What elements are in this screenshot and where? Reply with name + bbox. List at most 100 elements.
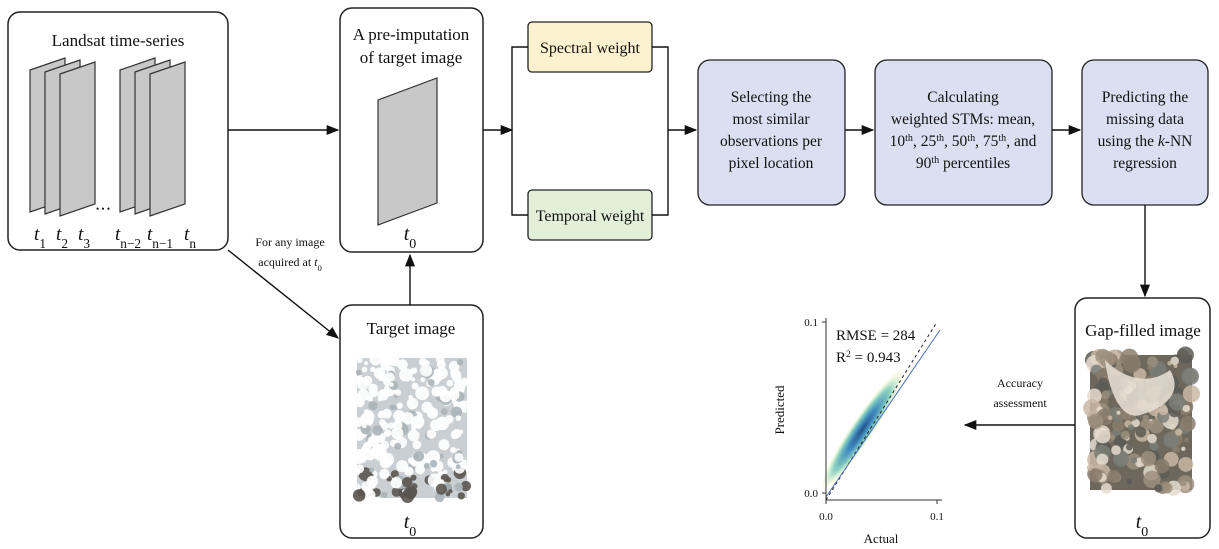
image-speck xyxy=(353,489,366,502)
image-speck xyxy=(396,403,402,409)
image-speck xyxy=(368,401,377,410)
step-text-part: Predicting the xyxy=(1102,89,1189,106)
image-speck xyxy=(1128,424,1134,430)
annotation-part: assessment xyxy=(993,396,1047,410)
image-speck xyxy=(409,369,413,373)
image-speck xyxy=(1141,451,1156,466)
plot-stat-part: R xyxy=(836,350,846,366)
image-speck xyxy=(402,477,412,487)
image-speck xyxy=(457,359,463,365)
image-speck xyxy=(389,382,394,387)
time-label-part: 1 xyxy=(39,236,46,251)
image-speck xyxy=(380,456,392,468)
step-text-part: Selecting the xyxy=(731,89,812,106)
image-speck xyxy=(404,486,417,499)
image-speck xyxy=(1097,454,1109,466)
image-speck xyxy=(441,408,448,415)
box-title-part: Target image xyxy=(367,319,456,338)
diagram: Landsat time-seriest1t2t3tn−2tn−1tn• • •… xyxy=(0,0,1219,549)
step-text-part: using the xyxy=(1098,133,1158,150)
x-tick-label: 0.0 xyxy=(819,511,833,523)
step-text-part: -NN xyxy=(1165,133,1193,150)
image-speck xyxy=(451,430,460,439)
image-speck xyxy=(454,483,462,491)
image-speck xyxy=(1155,459,1170,474)
plot-stat-part: = 0.943 xyxy=(851,350,901,366)
image-speck xyxy=(1088,414,1103,429)
pre-imputation-image xyxy=(378,78,437,225)
image-speck xyxy=(428,379,435,386)
image-speck xyxy=(1179,479,1186,486)
box-title: A pre-imputation xyxy=(353,25,470,44)
step-text: observations per xyxy=(720,133,823,150)
image-speck xyxy=(1108,416,1113,421)
image-speck xyxy=(1111,435,1116,440)
weight-label-part: Temporal weight xyxy=(536,208,645,225)
image-speck xyxy=(373,445,387,459)
gap-filled-image xyxy=(1083,347,1200,496)
time-label-part: 0 xyxy=(409,237,416,252)
image-speck xyxy=(430,460,438,468)
image-speck xyxy=(353,452,365,464)
image-speck xyxy=(355,464,364,473)
step-text: pixel location xyxy=(729,155,814,172)
step-text-part: observations per xyxy=(720,133,823,150)
image-speck xyxy=(1101,483,1112,494)
annotation: acquired at t0 xyxy=(258,255,322,273)
image-speck xyxy=(1170,356,1179,365)
annotation-part: Accuracy xyxy=(997,376,1043,390)
weight-label: Temporal weight xyxy=(536,208,645,225)
image-speck xyxy=(411,377,415,381)
annotation: assessment xyxy=(993,396,1047,410)
image-speck xyxy=(1095,428,1110,443)
image-speck xyxy=(1116,411,1120,415)
step-text-part: , 50 xyxy=(944,133,968,150)
image-speck xyxy=(430,419,442,431)
x-tick-label: 0.1 xyxy=(930,511,944,523)
image-speck xyxy=(1180,416,1196,432)
step-text-part: missing data xyxy=(1106,111,1184,128)
image-speck xyxy=(379,419,385,425)
annotation: For any image xyxy=(255,235,324,249)
plot-stat: R2 = 0.943 xyxy=(836,349,901,367)
image-speck xyxy=(368,384,378,394)
image-speck xyxy=(1121,431,1130,440)
image-speck xyxy=(420,364,432,376)
plot-stat: RMSE = 284 xyxy=(836,328,916,344)
step-text-part: , 75 xyxy=(975,133,999,150)
image-speck xyxy=(378,397,382,401)
step-text-part: regression xyxy=(1113,155,1177,172)
image-speck xyxy=(365,412,375,422)
image-speck xyxy=(415,464,425,474)
annotation-part: acquired at xyxy=(258,255,314,269)
image-speck xyxy=(407,398,419,410)
step-text: missing data xyxy=(1106,111,1184,128)
y-tick-label: 0.0 xyxy=(804,488,818,500)
image-speck xyxy=(450,447,456,453)
image-speck xyxy=(1184,438,1189,443)
image-speck xyxy=(401,368,405,372)
image-speck xyxy=(1131,457,1137,463)
image-speck xyxy=(1089,468,1102,481)
step-text-part: 10 xyxy=(890,133,906,150)
step-text: weighted STMs: mean, xyxy=(891,111,1035,128)
image-speck xyxy=(381,390,387,396)
time-label-part: 3 xyxy=(83,236,90,251)
box-title-part: Landsat time-series xyxy=(52,31,185,50)
step-text: Selecting the xyxy=(731,89,812,106)
step-text-part: , and xyxy=(1006,133,1036,150)
time-label-part: 0 xyxy=(1141,525,1148,540)
image-speck xyxy=(415,386,429,400)
box-title-part: of target image xyxy=(360,48,463,67)
image-speck xyxy=(1161,482,1172,493)
image-speck xyxy=(448,489,452,493)
step-text-part: pixel location xyxy=(729,155,814,172)
step-text-part: , 25 xyxy=(913,133,937,150)
time-label-part: n−1 xyxy=(152,236,173,251)
time-label-part: n xyxy=(189,236,196,251)
step-text: 90th percentiles xyxy=(916,155,1010,173)
annotation: Accuracy xyxy=(997,376,1043,390)
image-speck xyxy=(369,467,374,472)
image-speck xyxy=(1154,484,1162,492)
image-speck xyxy=(1126,479,1131,484)
